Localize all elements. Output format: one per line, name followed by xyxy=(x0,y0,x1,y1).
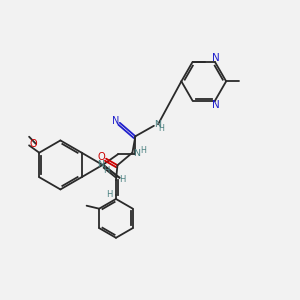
Text: H: H xyxy=(106,190,112,199)
Text: O: O xyxy=(29,140,37,149)
Text: O: O xyxy=(98,152,106,162)
Text: H: H xyxy=(159,124,165,133)
Text: N: N xyxy=(112,116,119,126)
Text: N: N xyxy=(133,149,140,158)
Text: N: N xyxy=(212,53,220,63)
Text: H: H xyxy=(119,175,126,184)
Text: H: H xyxy=(103,166,110,175)
Text: N: N xyxy=(154,120,162,129)
Text: N: N xyxy=(97,160,104,169)
Text: N: N xyxy=(212,100,220,110)
Text: H: H xyxy=(140,146,146,155)
